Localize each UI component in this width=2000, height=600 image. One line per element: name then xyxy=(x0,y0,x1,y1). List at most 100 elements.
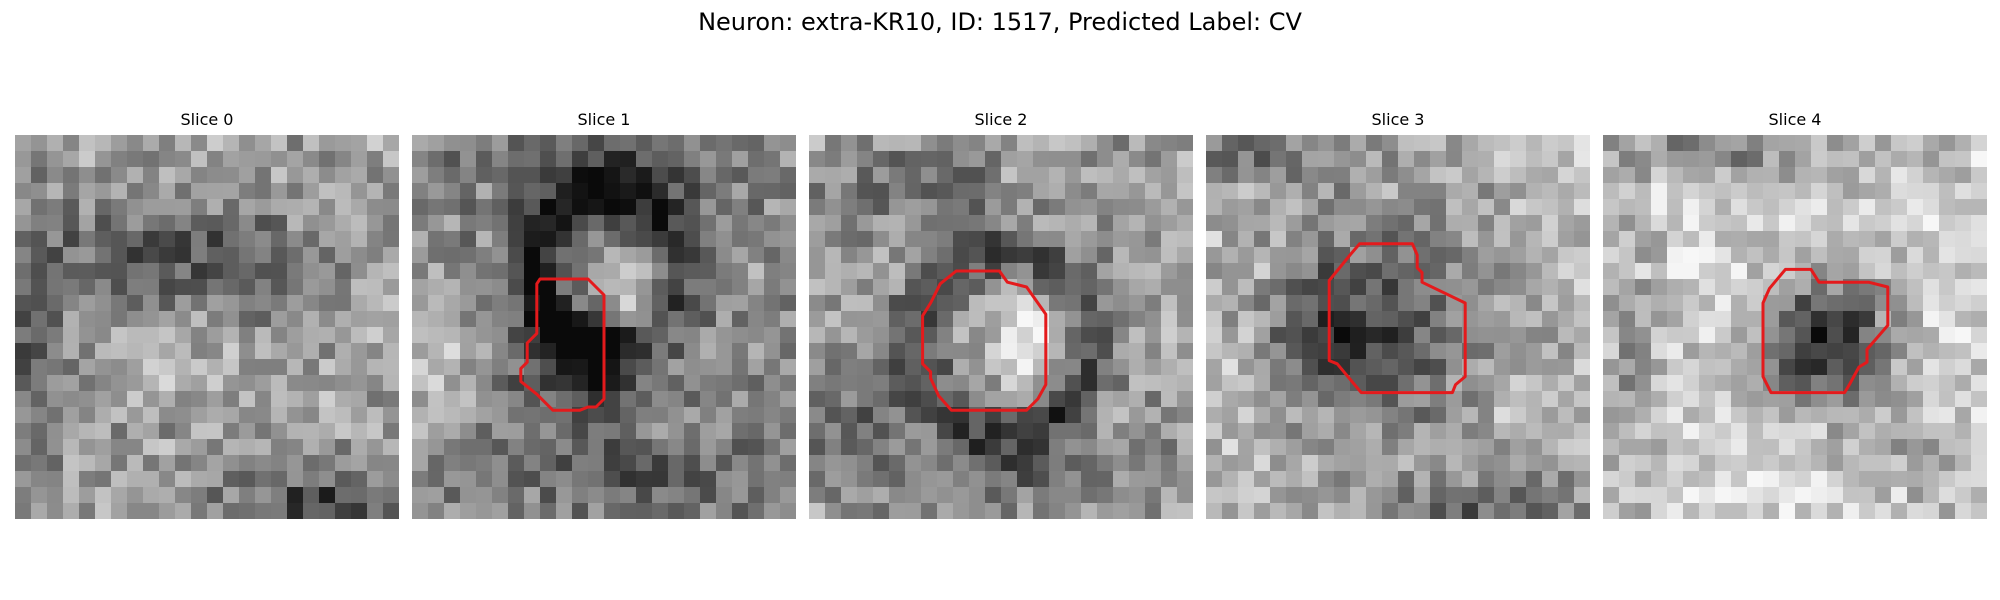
pixel-cell xyxy=(1049,151,1066,168)
pixel-cell xyxy=(159,343,176,360)
pixel-cell xyxy=(1286,215,1303,232)
pixel-cell xyxy=(588,455,605,472)
pixel-cell xyxy=(1603,375,1620,392)
pixel-cell xyxy=(1286,167,1303,184)
pixel-cell xyxy=(1478,135,1495,152)
pixel-cell xyxy=(1683,231,1700,248)
pixel-cell xyxy=(1430,263,1447,280)
pixel-cell xyxy=(319,391,336,408)
pixel-cell xyxy=(1603,455,1620,472)
pixel-cell xyxy=(1971,311,1987,328)
pixel-cell xyxy=(873,247,890,264)
pixel-cell xyxy=(1081,503,1098,519)
pixel-cell xyxy=(1446,455,1463,472)
pixel-cell xyxy=(636,487,653,504)
pixel-cell xyxy=(825,295,842,312)
pixel-cell xyxy=(79,487,96,504)
pixel-cell xyxy=(572,135,589,152)
pixel-cell xyxy=(1542,487,1559,504)
pixel-cell xyxy=(367,375,384,392)
pixel-cell xyxy=(127,295,144,312)
pixel-cell xyxy=(1923,135,1940,152)
pixel-cell xyxy=(1747,423,1764,440)
pixel-cell xyxy=(444,391,461,408)
pixel-cell xyxy=(1177,295,1193,312)
pixel-cell xyxy=(764,199,781,216)
pixel-cell xyxy=(1955,215,1972,232)
pixel-cell xyxy=(937,487,954,504)
pixel-cell xyxy=(604,455,621,472)
pixel-cell xyxy=(1161,487,1178,504)
pixel-cell xyxy=(15,183,32,200)
pixel-cell xyxy=(1558,375,1575,392)
pixel-cell xyxy=(412,263,429,280)
pixel-cell xyxy=(604,311,621,328)
pixel-cell xyxy=(857,423,874,440)
pixel-cell xyxy=(1747,503,1764,519)
pixel-cell xyxy=(857,503,874,519)
pixel-cell xyxy=(1334,439,1351,456)
pixel-cell xyxy=(809,455,826,472)
pixel-cell xyxy=(1494,439,1511,456)
pixel-cell xyxy=(780,263,796,280)
pixel-cell xyxy=(1414,183,1431,200)
pixel-cell xyxy=(1049,199,1066,216)
pixel-cell xyxy=(319,167,336,184)
pixel-cell xyxy=(1795,183,1812,200)
pixel-cell xyxy=(748,455,765,472)
pixel-cell xyxy=(1414,407,1431,424)
pixel-cell xyxy=(1270,247,1287,264)
pixel-cell xyxy=(207,359,224,376)
pixel-cell xyxy=(1667,503,1684,519)
pixel-cell xyxy=(1603,135,1620,152)
pixel-cell xyxy=(809,343,826,360)
pixel-cell xyxy=(460,151,477,168)
pixel-cell xyxy=(953,423,970,440)
pixel-cell xyxy=(969,455,986,472)
pixel-cell xyxy=(303,311,320,328)
pixel-cell xyxy=(111,151,128,168)
pixel-cell xyxy=(636,343,653,360)
pixel-cell xyxy=(841,423,858,440)
pixel-cell xyxy=(223,231,240,248)
pixel-cell xyxy=(159,247,176,264)
pixel-cell xyxy=(1462,151,1479,168)
pixel-cell xyxy=(716,199,733,216)
pixel-cell xyxy=(1779,327,1796,344)
pixel-cell xyxy=(1478,407,1495,424)
pixel-cell xyxy=(1129,455,1146,472)
pixel-cell xyxy=(351,455,368,472)
pixel-cell xyxy=(95,407,112,424)
pixel-cell xyxy=(857,471,874,488)
pixel-cell xyxy=(1334,375,1351,392)
pixel-cell xyxy=(1955,167,1972,184)
pixel-cell xyxy=(1001,215,1018,232)
pixel-cell xyxy=(1747,455,1764,472)
pixel-cell xyxy=(969,503,986,519)
pixel-cell xyxy=(1206,151,1223,168)
pixel-cell xyxy=(127,439,144,456)
pixel-cell xyxy=(335,343,352,360)
pixel-cell xyxy=(1382,199,1399,216)
pixel-cell xyxy=(636,407,653,424)
pixel-cell xyxy=(1526,439,1543,456)
pixel-cell xyxy=(1715,167,1732,184)
pixel-cell xyxy=(63,279,80,296)
pixel-cell xyxy=(1049,327,1066,344)
pixel-cell xyxy=(335,375,352,392)
pixel-cell xyxy=(1795,199,1812,216)
pixel-cell xyxy=(1206,135,1223,152)
pixel-cell xyxy=(604,231,621,248)
pixel-cell xyxy=(1081,279,1098,296)
pixel-cell xyxy=(1875,151,1892,168)
pixel-cell xyxy=(1859,375,1876,392)
pixel-cell xyxy=(1779,231,1796,248)
pixel-cell xyxy=(1366,263,1383,280)
pixel-cell xyxy=(1891,423,1908,440)
pixel-cell xyxy=(841,487,858,504)
pixel-cell xyxy=(271,247,288,264)
pixel-cell xyxy=(111,375,128,392)
pixel-cell xyxy=(1065,167,1082,184)
pixel-cell xyxy=(1526,199,1543,216)
pixel-cell xyxy=(1462,471,1479,488)
